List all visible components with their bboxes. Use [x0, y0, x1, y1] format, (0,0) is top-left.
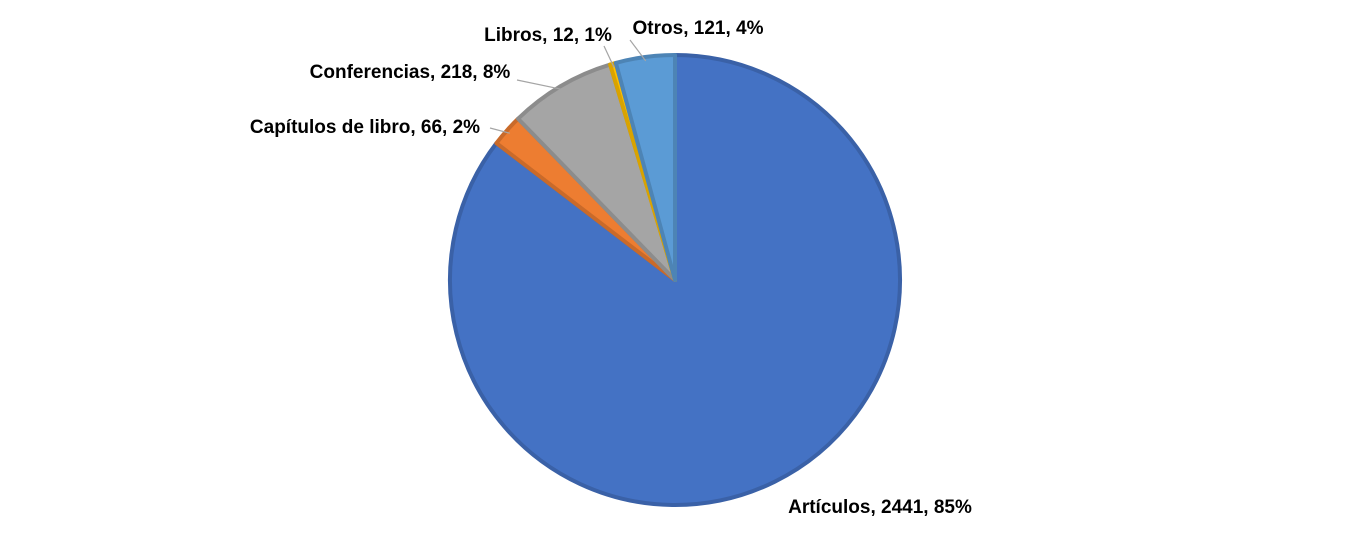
data-label: Capítulos de libro, 66, 2% — [250, 117, 480, 138]
data-label: Conferencias, 218, 8% — [310, 62, 511, 83]
leader-line — [629, 39, 647, 62]
pie-slice — [516, 62, 677, 282]
leader-line — [516, 79, 564, 91]
pie-slice — [613, 53, 677, 282]
data-label: Otros, 121, 4% — [633, 18, 764, 39]
data-label: Libros, 12, 1% — [484, 25, 612, 46]
data-label: Artículos, 2441, 85% — [788, 497, 972, 518]
leader-line — [603, 45, 615, 68]
leader-line — [489, 127, 510, 134]
